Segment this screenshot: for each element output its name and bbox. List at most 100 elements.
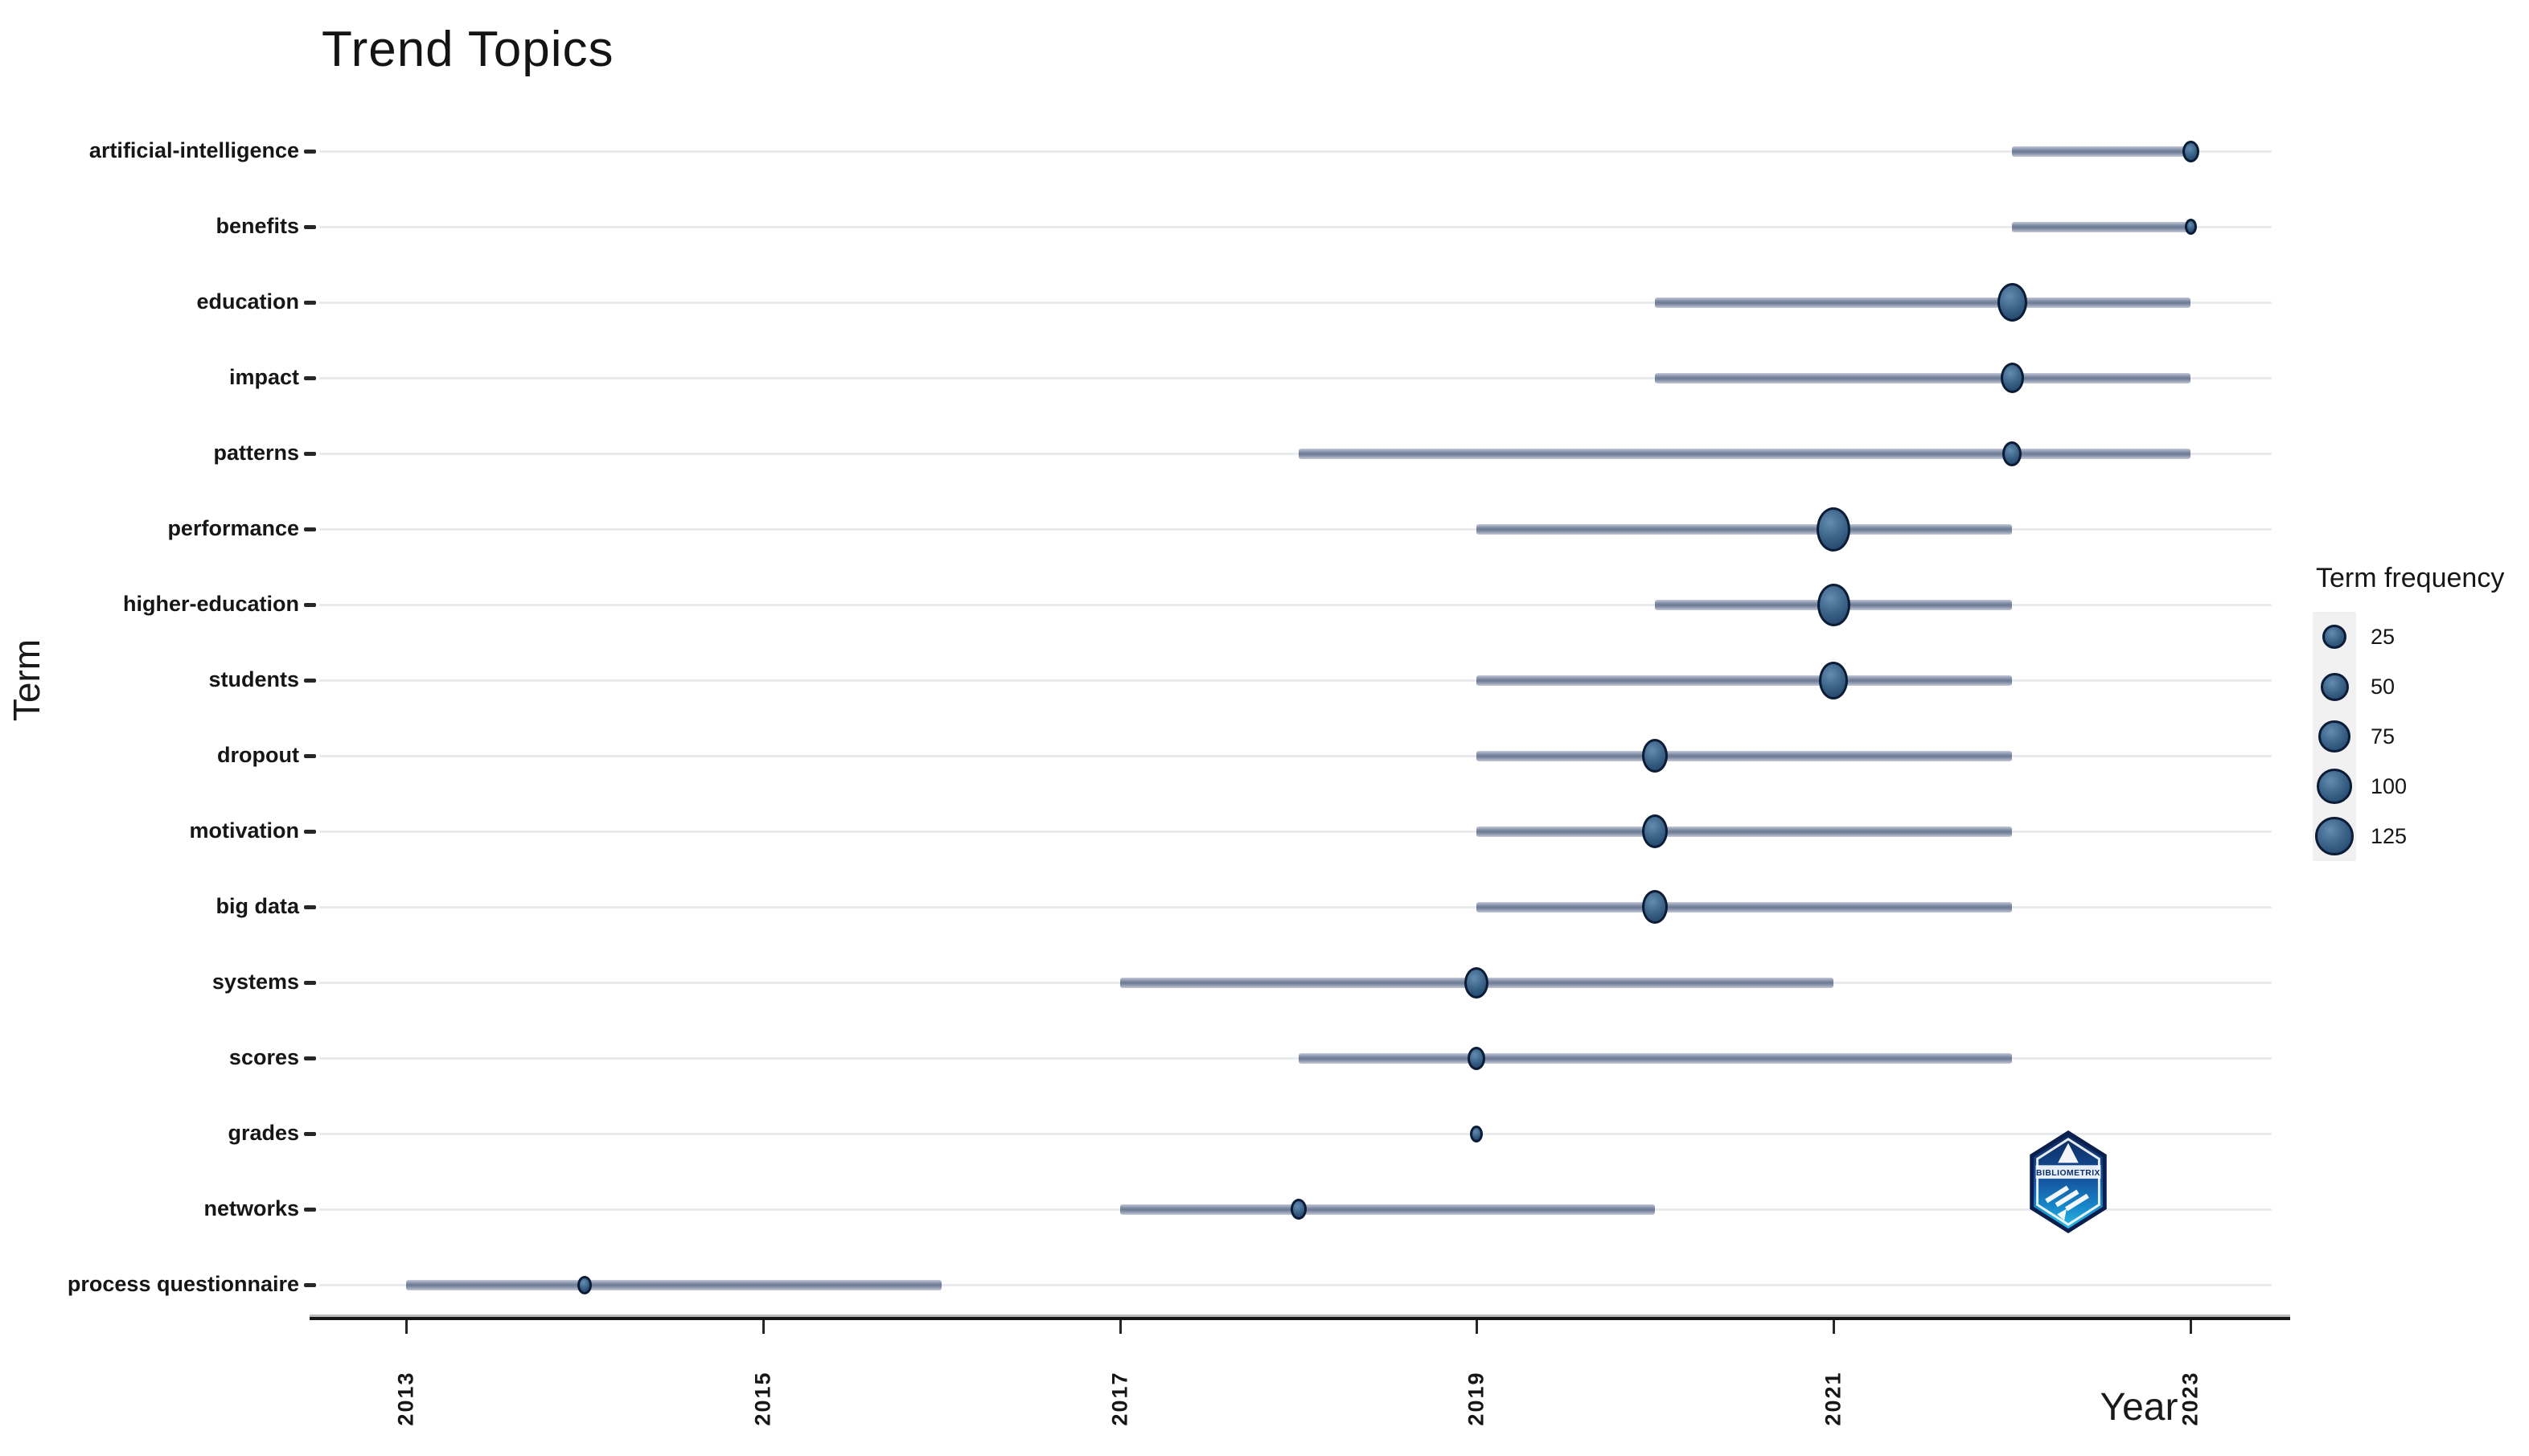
term-frequency-dot — [1817, 583, 1850, 626]
term-frequency-dot — [1468, 1046, 1486, 1070]
term-range-line — [1119, 1204, 1656, 1215]
term-frequency-dot — [1997, 283, 2027, 322]
row-gridline — [319, 906, 2272, 908]
logo-hexagon — [2030, 1130, 2107, 1233]
y-tick-mark — [304, 905, 316, 909]
x-tick-mark — [2190, 1320, 2192, 1334]
term-frequency-dot — [2184, 219, 2197, 235]
legend-label: 25 — [2371, 624, 2396, 649]
legend-label: 100 — [2371, 773, 2408, 798]
y-tick-label: dropout — [217, 743, 299, 767]
logo-inner-ring — [2036, 1138, 2100, 1226]
y-tick-label: scores — [228, 1045, 299, 1069]
row-gridline — [319, 150, 2272, 153]
y-tick-mark — [304, 527, 316, 531]
term-range-line — [2012, 146, 2190, 157]
legend-item: 100 — [2313, 761, 2504, 811]
x-axis-line — [310, 1317, 2290, 1320]
y-tick-mark — [304, 150, 316, 154]
x-tick-label: 2013 — [346, 1338, 466, 1456]
term-frequency-dot — [1464, 966, 1489, 999]
y-tick-mark — [304, 754, 316, 758]
y-tick-label: higher-education — [122, 592, 299, 616]
y-tick-mark — [304, 830, 316, 834]
logo-stairs-icon — [2045, 1185, 2089, 1212]
legend-items: 25 50 75 100 125 — [2313, 612, 2504, 861]
term-range-line — [2012, 222, 2190, 232]
legend-label: 125 — [2371, 823, 2408, 848]
term-frequency-dot — [2182, 140, 2199, 162]
term-frequency-dot — [1290, 1199, 1307, 1220]
y-tick-label: education — [196, 289, 299, 314]
y-tick-label: systems — [211, 970, 299, 994]
y-tick-mark — [304, 679, 316, 683]
legend-key — [2313, 662, 2356, 712]
legend-item: 50 — [2313, 662, 2504, 712]
term-range-line — [1655, 373, 2190, 383]
legend-size-dot — [2320, 672, 2349, 701]
x-tick-label-text: 2015 — [750, 1370, 775, 1426]
logo-text: BIBLIOMETRIX — [2036, 1169, 2100, 1178]
term-frequency-dot — [1817, 507, 1851, 552]
y-tick-label: motivation — [189, 818, 299, 843]
y-tick-mark — [304, 452, 316, 456]
y-tick-label: artificial-intelligence — [88, 138, 299, 162]
x-tick-mark — [405, 1320, 408, 1334]
x-tick-mark — [1833, 1320, 1836, 1334]
legend-key — [2313, 612, 2356, 662]
legend-key — [2313, 811, 2356, 861]
legend-key — [2313, 712, 2356, 761]
term-range-line — [406, 1280, 942, 1290]
term-range-line — [1476, 826, 2013, 837]
y-tick-mark — [304, 981, 316, 985]
x-tick-mark — [1476, 1320, 1479, 1334]
term-range-line — [1476, 524, 2013, 535]
x-tick-label: 2019 — [1416, 1338, 1537, 1456]
y-tick-label: impact — [228, 365, 299, 389]
x-tick-label-text: 2017 — [1107, 1370, 1132, 1426]
x-tick-mark — [1119, 1320, 1122, 1334]
y-tick-mark — [304, 301, 316, 305]
y-tick-mark — [304, 1132, 316, 1136]
logo-arrow-icon — [2058, 1142, 2079, 1163]
row-gridline — [319, 528, 2272, 531]
term-range-line — [1298, 449, 2190, 459]
x-tick-label: 2017 — [1060, 1338, 1180, 1456]
y-tick-label: big data — [216, 894, 299, 918]
legend-size-dot — [2322, 625, 2346, 649]
y-tick-label: grades — [228, 1121, 299, 1145]
y-tick-label: benefits — [216, 214, 299, 238]
term-range-line — [1298, 1053, 2013, 1064]
row-gridline — [319, 604, 2272, 606]
legend-key — [2313, 761, 2356, 811]
row-gridline — [319, 226, 2272, 228]
row-gridline — [319, 1284, 2272, 1286]
y-tick-label: students — [208, 667, 299, 691]
row-gridline — [319, 301, 2272, 304]
y-tick-mark — [304, 376, 316, 380]
legend-size-dot — [2317, 769, 2352, 804]
row-gridline — [319, 1133, 2272, 1135]
row-gridline — [319, 755, 2272, 757]
y-tick-label: performance — [167, 516, 299, 540]
legend-item: 75 — [2313, 712, 2504, 761]
term-range-line — [1476, 675, 2013, 686]
term-frequency-dot — [1642, 739, 1669, 773]
row-gridline — [319, 831, 2272, 833]
row-gridline — [319, 679, 2272, 682]
x-tick-label-text: 2021 — [1821, 1370, 1845, 1426]
y-tick-label: patterns — [213, 441, 299, 465]
x-tick-label-text: 2019 — [1464, 1370, 1488, 1426]
x-axis-title: Year — [2100, 1386, 2178, 1429]
x-axis-line-shadow — [310, 1315, 2290, 1317]
y-tick-mark — [304, 1208, 316, 1212]
term-frequency-dot — [577, 1275, 592, 1294]
y-tick-mark — [304, 1056, 316, 1060]
term-frequency-dot — [1642, 890, 1669, 924]
term-frequency-dot — [1642, 814, 1669, 848]
page-title: Trend Topics — [322, 22, 614, 77]
row-gridline — [319, 1057, 2272, 1060]
term-range-line — [1476, 751, 2013, 761]
y-tick-mark — [304, 603, 316, 607]
